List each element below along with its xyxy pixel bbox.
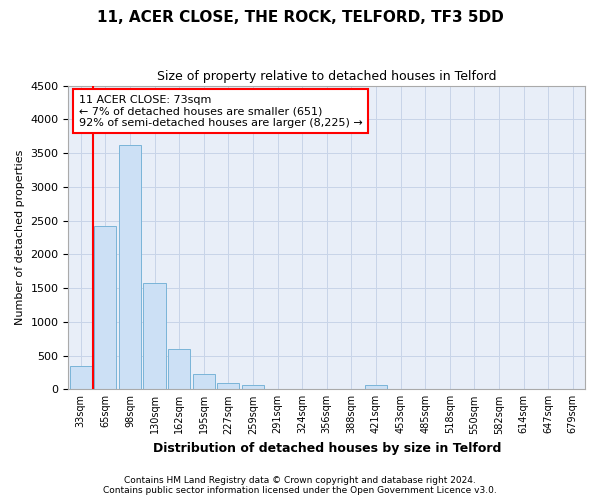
Y-axis label: Number of detached properties: Number of detached properties	[15, 150, 25, 325]
Bar	[365, 385, 387, 390]
Bar	[119, 145, 141, 390]
Bar	[94, 226, 116, 390]
Text: Contains HM Land Registry data © Crown copyright and database right 2024.
Contai: Contains HM Land Registry data © Crown c…	[103, 476, 497, 495]
Text: 11 ACER CLOSE: 73sqm
← 7% of detached houses are smaller (651)
92% of semi-detac: 11 ACER CLOSE: 73sqm ← 7% of detached ho…	[79, 94, 362, 128]
Text: 11, ACER CLOSE, THE ROCK, TELFORD, TF3 5DD: 11, ACER CLOSE, THE ROCK, TELFORD, TF3 5…	[97, 10, 503, 25]
Bar	[168, 350, 190, 390]
Bar	[143, 282, 166, 390]
Bar	[217, 382, 239, 390]
Bar	[70, 366, 92, 390]
X-axis label: Distribution of detached houses by size in Telford: Distribution of detached houses by size …	[152, 442, 501, 455]
Bar	[242, 385, 264, 390]
Bar	[193, 374, 215, 390]
Title: Size of property relative to detached houses in Telford: Size of property relative to detached ho…	[157, 70, 496, 83]
